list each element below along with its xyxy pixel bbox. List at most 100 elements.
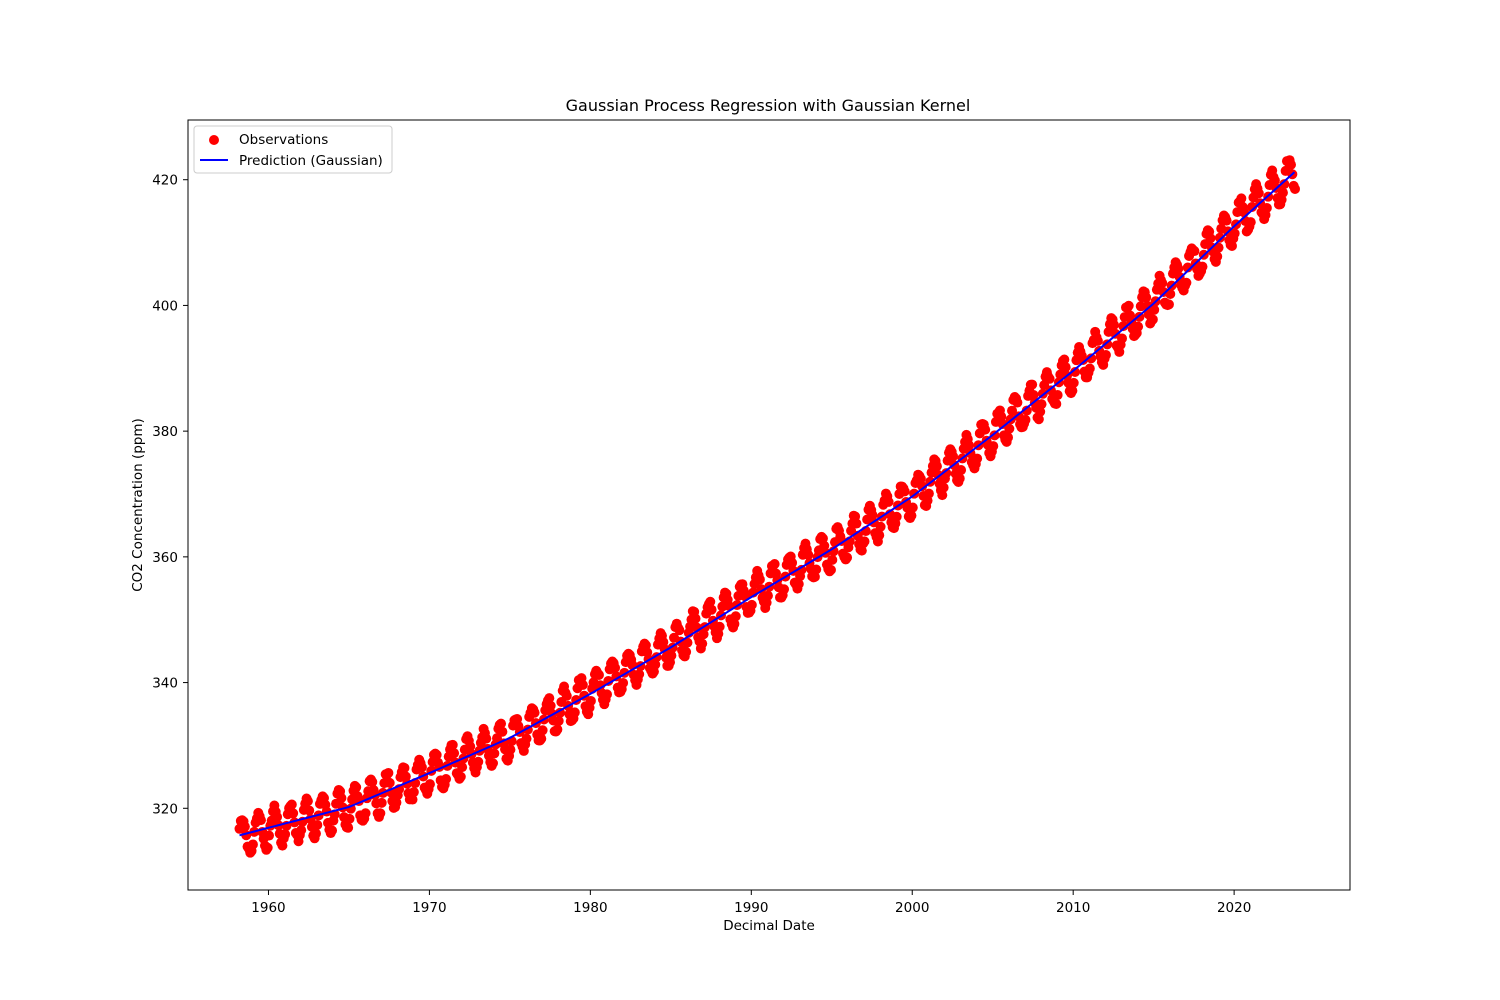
observation-point [1229, 228, 1240, 239]
y-axis: 320 340 360 380 400 420 [152, 173, 188, 817]
observation-point [577, 679, 588, 690]
observation-point [634, 669, 645, 680]
observation-point [1070, 367, 1081, 378]
observation-point [304, 805, 315, 816]
observation-point [553, 715, 564, 726]
prediction-line [239, 171, 1296, 837]
observation-point [1269, 175, 1280, 186]
observation-point [552, 724, 563, 735]
observation-point [923, 488, 934, 499]
observation-point [1133, 321, 1144, 332]
observation-point [842, 552, 853, 563]
observation-point [1149, 304, 1160, 315]
x-tick-label: 2010 [1056, 900, 1090, 916]
observation-point [375, 808, 386, 819]
observation-point [1084, 363, 1095, 374]
observation-point [487, 758, 498, 769]
observation-point [915, 473, 926, 484]
observation-point [796, 564, 807, 575]
observation-point [1033, 414, 1044, 425]
y-tick-label: 340 [152, 676, 178, 692]
observation-point [779, 584, 790, 595]
observation-point [1253, 188, 1264, 199]
observation-point [917, 481, 928, 492]
observation-point [239, 821, 250, 832]
observation-point [310, 828, 321, 839]
legend: Observations Prediction (Gaussian) [193, 125, 393, 174]
observation-point [1147, 314, 1158, 325]
observation-point [1012, 397, 1023, 408]
x-tick-label: 1970 [412, 900, 446, 916]
y-tick-label: 380 [152, 424, 178, 440]
plot-area [234, 155, 1301, 858]
observation-point [1247, 201, 1258, 212]
observation-point [593, 669, 604, 680]
observation-point [327, 825, 338, 836]
x-tick-label: 2020 [1217, 900, 1251, 916]
observation-point [288, 808, 299, 819]
observation-point [1221, 215, 1232, 226]
observation-point [937, 490, 948, 501]
observation-point [351, 782, 362, 793]
observation-point [690, 613, 701, 624]
observation-point [555, 707, 566, 718]
observation-point [931, 461, 942, 472]
observation-point [296, 825, 307, 836]
observation-point [424, 779, 435, 790]
observation-point [408, 787, 419, 798]
observation-point [376, 797, 387, 808]
observation-point [989, 430, 1000, 441]
observation-point [1236, 193, 1247, 204]
observation-point [431, 749, 442, 760]
observation-point [1141, 292, 1152, 303]
observation-point [457, 762, 468, 773]
legend-observations-marker [209, 135, 219, 145]
observation-point [1035, 406, 1046, 417]
observation-point [1245, 217, 1256, 228]
observation-point [1100, 349, 1111, 360]
observation-point [754, 574, 765, 585]
x-tick-label: 1990 [734, 900, 768, 916]
observation-point [455, 771, 466, 782]
y-tick-label: 420 [152, 173, 178, 189]
observation-point [1102, 339, 1113, 350]
x-axis: 1960 1970 1980 1990 2000 2010 2020 [251, 890, 1251, 916]
observation-point [603, 675, 614, 686]
observation-point [1068, 377, 1079, 388]
observation-point [391, 797, 402, 808]
observation-point [272, 811, 283, 822]
observation-point [302, 796, 313, 807]
y-axis-label: CO2 Concentration (ppm) [130, 418, 146, 592]
observation-point [705, 596, 716, 607]
observation-point [447, 739, 458, 750]
observation-point [988, 441, 999, 452]
observation-point [891, 511, 902, 522]
observation-point [465, 741, 476, 752]
x-axis-label: Decimal Date [723, 918, 815, 934]
observation-point [1174, 272, 1185, 282]
observation-point [611, 671, 622, 682]
y-tick-label: 360 [152, 550, 178, 566]
observation-point [1067, 385, 1078, 396]
observation-point [825, 564, 836, 575]
observation-point [399, 762, 410, 773]
observation-point [811, 564, 822, 575]
observation-point [360, 808, 371, 819]
observation-point [817, 533, 828, 544]
x-tick-label: 1980 [573, 900, 607, 916]
observation-point [1078, 354, 1089, 365]
chart-title: Gaussian Process Regression with Gaussia… [566, 96, 971, 115]
observation-point [1086, 353, 1097, 364]
observation-point [473, 756, 484, 767]
observation-point [1059, 354, 1070, 365]
observation-point [255, 815, 266, 826]
observation-point [883, 496, 894, 507]
y-tick-label: 400 [152, 298, 178, 314]
observation-point [561, 690, 572, 701]
observation-point [1004, 423, 1015, 434]
observation-point [1277, 187, 1288, 198]
legend-prediction-label: Prediction (Gaussian) [239, 153, 383, 169]
observation-point [746, 599, 757, 610]
observation-point [1021, 405, 1032, 416]
observation-point [481, 733, 492, 744]
